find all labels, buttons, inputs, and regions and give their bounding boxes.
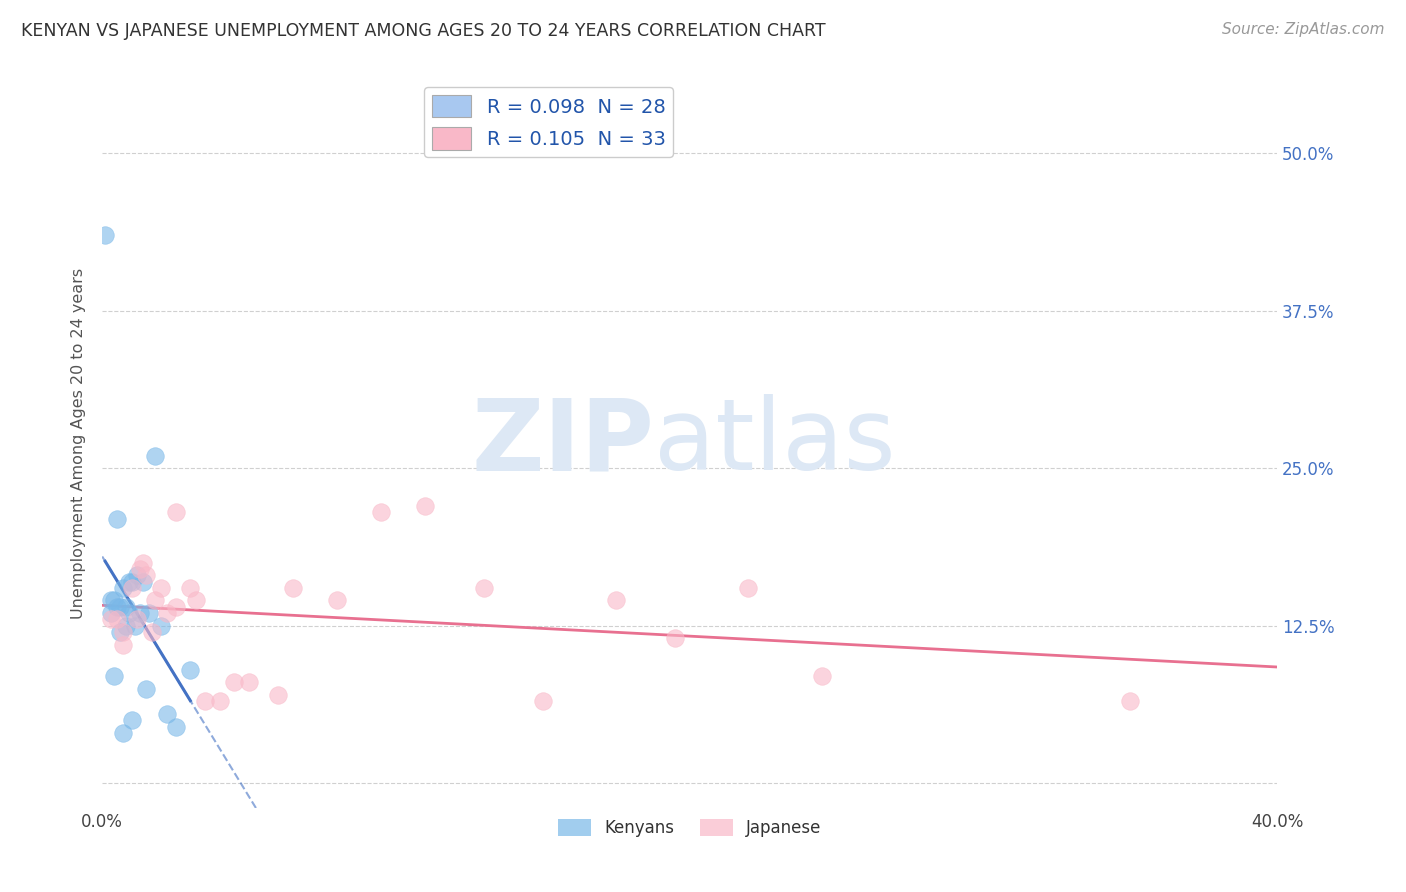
Point: [179, 663, 201, 677]
Point: [143, 593, 166, 607]
Point: [129, 562, 152, 576]
Point: [103, 669, 125, 683]
Text: atlas: atlas: [654, 394, 896, 491]
Point: [114, 618, 136, 632]
Point: [121, 574, 143, 589]
Point: [118, 606, 141, 620]
Point: [370, 505, 392, 519]
Point: [103, 593, 125, 607]
Point: [811, 669, 834, 683]
Point: [156, 606, 179, 620]
Point: [208, 694, 231, 708]
Y-axis label: Unemployment Among Ages 20 to 24 years: Unemployment Among Ages 20 to 24 years: [72, 268, 86, 618]
Point: [326, 593, 349, 607]
Point: [165, 599, 187, 614]
Point: [737, 581, 759, 595]
Point: [138, 606, 160, 620]
Point: [105, 511, 128, 525]
Point: [238, 675, 260, 690]
Point: [111, 625, 134, 640]
Point: [472, 581, 495, 595]
Point: [100, 606, 122, 620]
Point: [186, 593, 208, 607]
Point: [283, 581, 305, 595]
Point: [108, 599, 131, 614]
Point: [141, 625, 163, 640]
Point: [135, 568, 157, 582]
Point: [111, 581, 134, 595]
Point: [124, 618, 146, 632]
Point: [135, 681, 157, 696]
Point: [415, 499, 437, 513]
Point: [149, 618, 172, 632]
Point: [127, 568, 149, 582]
Point: [605, 593, 627, 607]
Point: [194, 694, 217, 708]
Point: [94, 227, 117, 242]
Text: Source: ZipAtlas.com: Source: ZipAtlas.com: [1222, 22, 1385, 37]
Text: KENYAN VS JAPANESE UNEMPLOYMENT AMONG AGES 20 TO 24 YEARS CORRELATION CHART: KENYAN VS JAPANESE UNEMPLOYMENT AMONG AG…: [21, 22, 825, 40]
Point: [114, 599, 136, 614]
Point: [111, 638, 134, 652]
Point: [132, 574, 155, 589]
Point: [129, 606, 152, 620]
Point: [121, 713, 143, 727]
Point: [664, 632, 686, 646]
Point: [267, 688, 290, 702]
Point: [105, 612, 128, 626]
Point: [165, 505, 187, 519]
Point: [100, 593, 122, 607]
Point: [100, 612, 122, 626]
Point: [149, 581, 172, 595]
Point: [179, 581, 201, 595]
Point: [108, 625, 131, 640]
Text: ZIP: ZIP: [471, 394, 654, 491]
Point: [531, 694, 554, 708]
Legend: Kenyans, Japanese: Kenyans, Japanese: [551, 813, 828, 844]
Point: [143, 449, 166, 463]
Point: [132, 556, 155, 570]
Point: [165, 719, 187, 733]
Point: [111, 726, 134, 740]
Point: [127, 612, 149, 626]
Point: [224, 675, 246, 690]
Point: [156, 706, 179, 721]
Point: [105, 599, 128, 614]
Point: [121, 581, 143, 595]
Point: [118, 574, 141, 589]
Point: [1119, 694, 1142, 708]
